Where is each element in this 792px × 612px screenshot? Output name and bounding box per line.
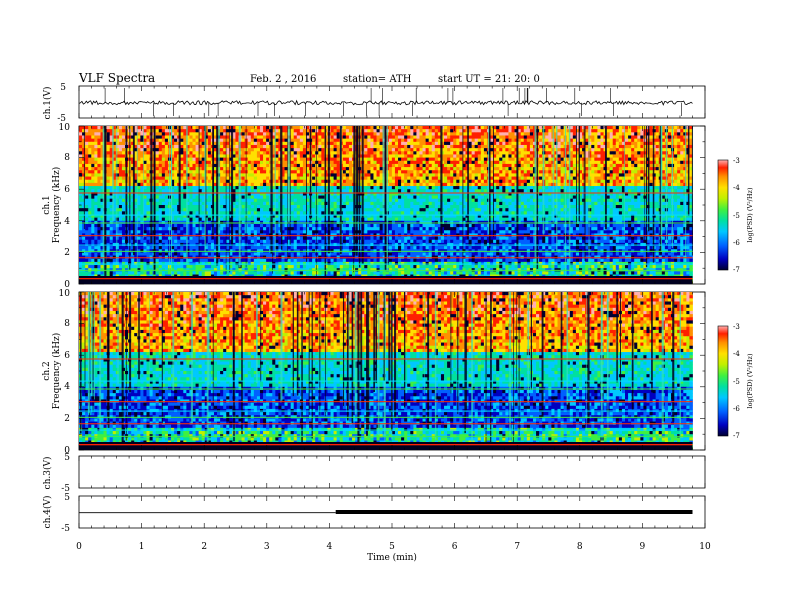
xtick-label-3: 3 [264,542,270,552]
spec2-ytick-4: 4 [64,382,70,392]
ch1-ylabel: ch.1(V) [42,87,53,120]
spec2-ytick-2: 2 [64,414,70,424]
spec2-ytick-0: 0 [64,446,70,456]
ch3-ytick-top: 5 [64,453,70,463]
xtick-label-0: 0 [76,542,82,552]
ch1-colorbar-label: log(PSD) (V²/Hz) [746,187,754,242]
xtick-label-6: 6 [452,542,458,552]
spec1-ytick-2: 2 [64,248,70,258]
ch1-spectrogram [79,126,693,284]
x-axis-label: Time (min) [367,552,417,563]
ch1-cb-tick-m3: -3 [733,157,740,165]
ch3-ytick-bottom: -5 [61,484,70,494]
ch1-waveform [78,88,693,116]
ch4-ylabel: ch.4(V) [42,496,53,529]
axis-ticks [78,86,706,528]
spec1-ylabel: Frequency (kHz) [51,167,62,244]
spec1-ytick-10: 10 [59,123,71,133]
spec1-ytick-4: 4 [64,217,70,227]
ch2-cb-tick-m4: -4 [733,350,740,358]
ch1-ytick-top: 5 [60,83,66,93]
ch2-channel-label: ch.2 [42,361,52,380]
ch1-ytick-bottom: -5 [57,114,66,124]
ch2-colorbar: -3 -4 -5 -6 -7 log(PSD) (V²/Hz) [717,323,754,440]
ch2-cb-tick-m5: -5 [733,378,740,386]
xtick-label-10: 10 [699,542,711,552]
spec2-ylabel: Frequency (kHz) [51,333,62,410]
spec1-ytick-0: 0 [64,280,70,290]
spec2-ytick-10: 10 [59,289,71,299]
ch1-channel-label: ch.1 [42,195,52,214]
xtick-label-5: 5 [389,542,395,552]
ch4-ytick-bottom: -5 [61,524,70,534]
ch1-cb-tick-m5: -5 [733,212,740,220]
ch2-colorbar-gradient [717,325,729,437]
xtick-label-2: 2 [201,542,207,552]
ch1-cb-tick-m6: -6 [733,239,740,247]
chart-title: VLF Spectra [79,71,155,85]
xtick-label-9: 9 [640,542,646,552]
ch4-waveform [79,510,693,514]
spec1-ytick-8: 8 [64,153,70,163]
ch2-cb-tick-m3: -3 [733,323,740,331]
xtick-label-7: 7 [514,542,520,552]
ch4-ytick-top: 5 [64,493,70,503]
ch1-colorbar-gradient [717,159,729,271]
xtick-label-1: 1 [139,542,145,552]
xtick-label-8: 8 [577,542,583,552]
spec1-ytick-6: 6 [64,185,70,195]
ch2-colorbar-label: log(PSD) (V²/Hz) [746,353,754,408]
ch3-ylabel: ch.3(V) [42,457,53,490]
ch2-spectrogram [79,292,693,450]
date-label: Feb. 2 , 2016 [250,74,316,85]
xtick-label-4: 4 [327,542,333,552]
ch1-colorbar: -3 -4 -5 -6 -7 log(PSD) (V²/Hz) [717,157,754,274]
ch2-cb-tick-m6: -6 [733,405,740,413]
ch2-cb-tick-m7: -7 [733,432,740,440]
x-tick-labels: 0 1 2 3 4 5 6 7 8 9 10 [76,542,711,552]
ch1-cb-tick-m7: -7 [733,266,740,274]
station-label: station= ATH [343,74,411,85]
ch1-trace [78,99,693,106]
start-time-label: start UT = 21: 20: 0 [438,74,540,85]
spec2-ytick-8: 8 [64,319,70,329]
ch1-cb-tick-m4: -4 [733,184,740,192]
spec2-ytick-6: 6 [64,351,70,361]
